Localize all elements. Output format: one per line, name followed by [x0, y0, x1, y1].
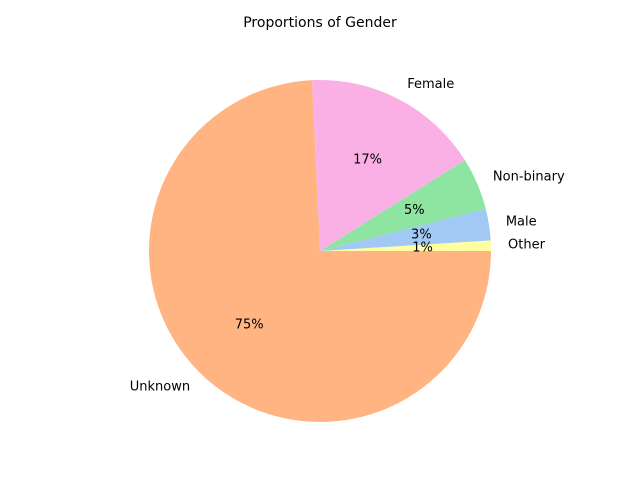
chart-title: Proportions of Gender	[243, 15, 397, 31]
pie-labels: Other 1% Male 3% Non-binary 5% Female 17% Unknow…	[130, 77, 565, 395]
pie-slice-non-binary	[320, 160, 486, 251]
pie-slice-female	[312, 79, 465, 251]
slice-label: Female	[407, 77, 454, 92]
pie-slice-unknown	[148, 80, 491, 422]
pie-slice-other	[320, 240, 491, 251]
slice-percent-label: 3%	[411, 228, 432, 243]
slice-percent-label: 1%	[412, 240, 433, 255]
slice-label: Unknown	[130, 380, 190, 395]
slice-percent-label: 17%	[353, 153, 382, 168]
pie-slice-male	[320, 208, 491, 251]
slice-label: Other	[508, 238, 546, 253]
slice-percent-label: 5%	[404, 203, 425, 218]
slice-label: Male	[506, 214, 537, 229]
slice-label: Non-binary	[493, 169, 565, 184]
slice-percent-label: 75%	[235, 318, 264, 333]
pie-slices	[148, 79, 491, 422]
